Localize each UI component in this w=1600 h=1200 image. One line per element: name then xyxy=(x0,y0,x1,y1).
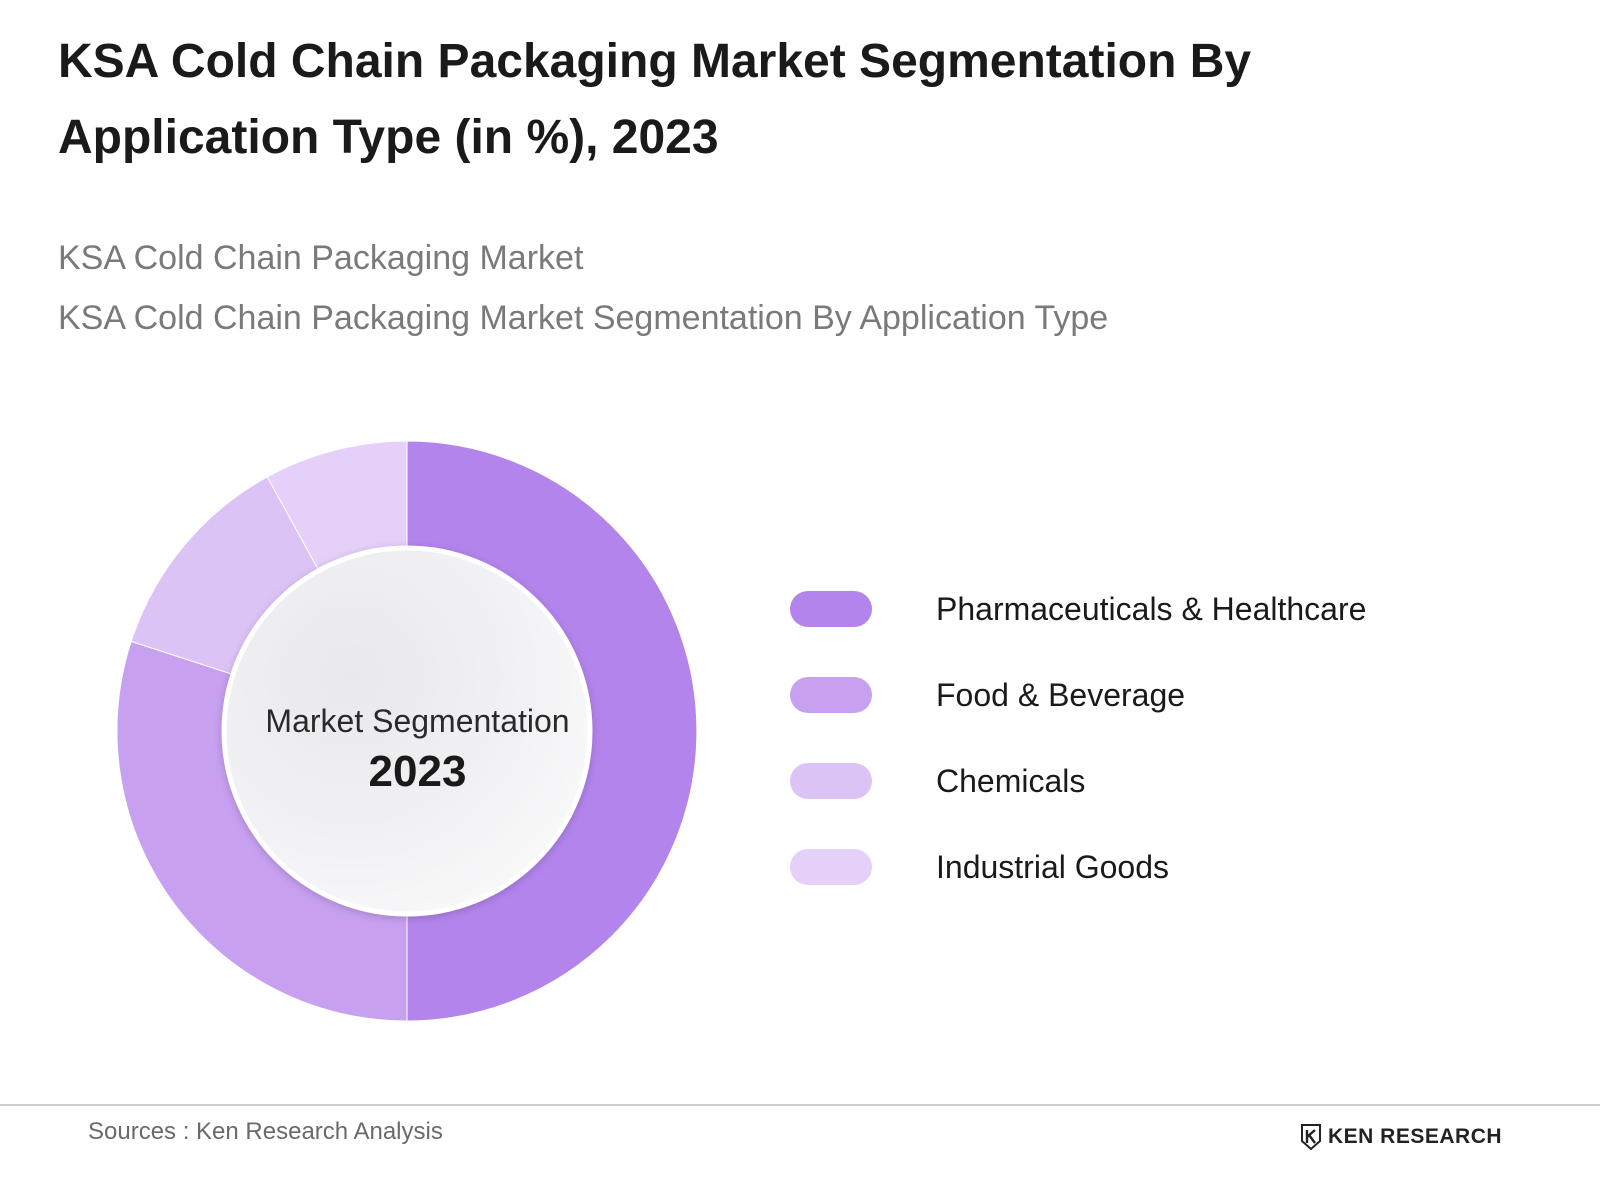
legend-swatch xyxy=(790,677,872,713)
legend-label: Food & Beverage xyxy=(936,676,1186,713)
brand-name: KEN RESEARCH xyxy=(1328,1125,1503,1148)
donut-chart xyxy=(116,440,698,1022)
legend-item-pharmaceuticals: Pharmaceuticals & Healthcare xyxy=(790,566,1366,652)
legend-swatch xyxy=(790,591,872,627)
legend-label: Industrial Goods xyxy=(936,848,1170,885)
subtitle-line-1: KSA Cold Chain Packaging Market xyxy=(58,239,584,277)
footer-divider xyxy=(0,1104,1600,1106)
legend-swatch xyxy=(790,763,872,799)
legend-item-chemicals: Chemicals xyxy=(790,738,1366,824)
legend-item-food-beverage: Food & Beverage xyxy=(790,652,1366,738)
donut-center-disc xyxy=(221,545,593,917)
subtitle-line-2: KSA Cold Chain Packaging Market Segmenta… xyxy=(58,299,1109,337)
legend-swatch xyxy=(790,849,872,885)
brand-logo: KEN RESEARCH xyxy=(1300,1124,1502,1150)
donut-center-text: Market Segmentation 2023 xyxy=(230,700,605,802)
chart-title: KSA Cold Chain Packaging Market Segmenta… xyxy=(58,35,1252,164)
center-year: 2023 xyxy=(368,747,467,796)
chart-legend: Pharmaceuticals & Healthcare Food & Beve… xyxy=(790,566,1366,910)
legend-label: Chemicals xyxy=(936,762,1086,799)
legend-item-industrial-goods: Industrial Goods xyxy=(790,824,1366,910)
legend-label: Pharmaceuticals & Healthcare xyxy=(936,590,1367,627)
ken-research-k-logo-icon xyxy=(1301,1124,1321,1150)
center-label: Market Segmentation xyxy=(265,703,570,739)
chart-subtitle: KSA Cold Chain Packaging Market KSA Cold… xyxy=(58,228,1108,348)
sources-note: Sources : Ken Research Analysis xyxy=(88,1118,443,1145)
